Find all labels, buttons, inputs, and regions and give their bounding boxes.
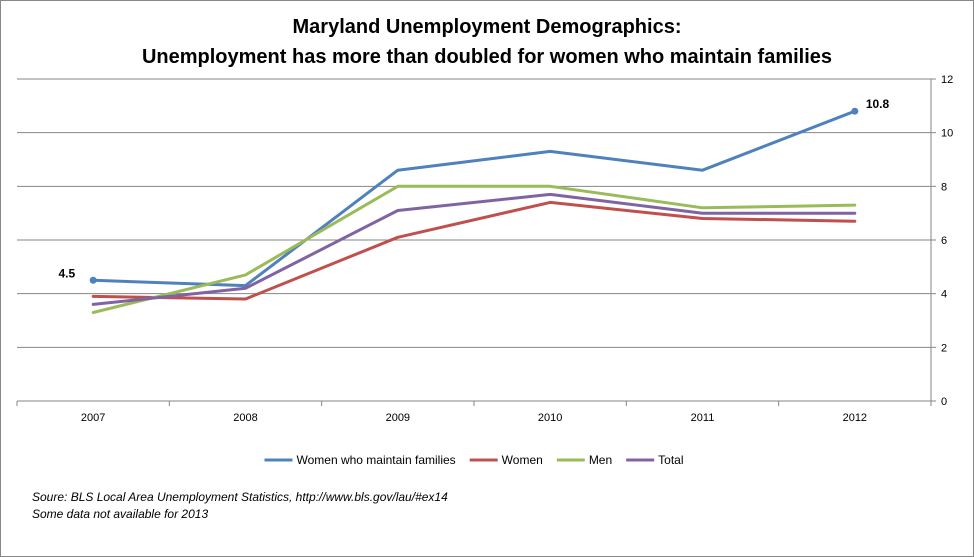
series-line-men (91, 184, 857, 314)
legend-label-men: Men (589, 453, 612, 467)
data-label: 4.5 (58, 266, 75, 280)
y-axis: 0 2 4 6 8 10 12 (930, 74, 953, 408)
y-tick-label-8: 8 (941, 181, 947, 193)
y-tick-label-6: 6 (941, 235, 947, 247)
y-tick-label-12: 12 (941, 74, 953, 86)
x-axis: 2007 2008 2009 2010 2011 2012 (16, 400, 932, 424)
data-labels: 4.5 10.8 (58, 97, 890, 284)
availability-note: Some data not available for 2013 (32, 507, 209, 521)
data-point-marker (89, 276, 97, 284)
x-tick-label-2010: 2010 (538, 412, 562, 424)
series-line-total (91, 192, 857, 306)
source-note: Soure: BLS Local Area Unemployment Stati… (32, 489, 448, 523)
series-line-women (91, 200, 857, 301)
y-tick-label-2: 2 (941, 342, 947, 354)
chart-title-line-1: Maryland Unemployment Demographics: (292, 16, 682, 38)
chart-title-line-2: Unemployment has more than doubled for w… (141, 46, 833, 68)
legend-label-total: Total (658, 453, 683, 467)
data-point-marker (851, 107, 859, 115)
y-tick-label-4: 4 (941, 289, 947, 301)
legend-label-women: Women (502, 453, 543, 467)
x-tick-label-2008: 2008 (233, 412, 257, 424)
series-lines (91, 109, 857, 314)
y-tick-label-10: 10 (941, 128, 953, 140)
x-tick-label-2012: 2012 (843, 412, 867, 424)
source-citation: Soure: BLS Local Area Unemployment Stati… (32, 490, 448, 504)
x-tick-label-2007: 2007 (81, 412, 105, 424)
legend: Women who maintain families Women Men Total (264, 453, 684, 467)
x-tick-label-2011: 2011 (691, 412, 715, 424)
data-label: 10.8 (866, 97, 890, 111)
series-line-women-who-maintain-families (91, 109, 857, 288)
y-tick-label-0: 0 (941, 396, 947, 408)
chart-title: Maryland Unemployment Demographics: Unem… (0, 12, 974, 72)
legend-label-women-who-maintain-families: Women who maintain families (296, 453, 455, 467)
x-tick-label-2009: 2009 (386, 412, 410, 424)
